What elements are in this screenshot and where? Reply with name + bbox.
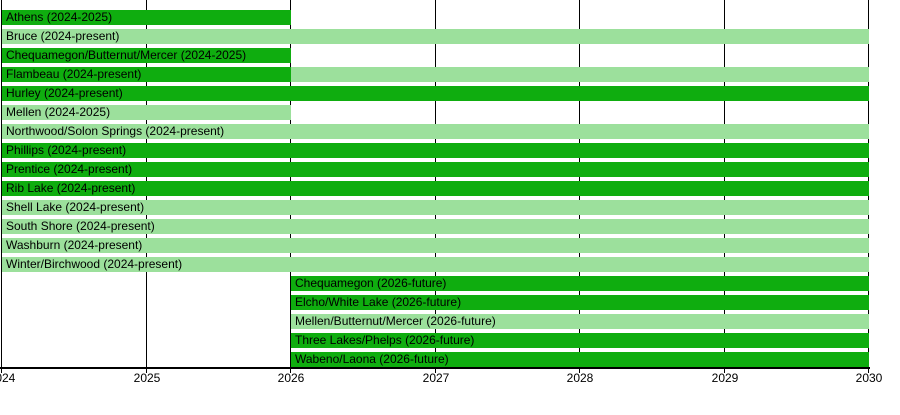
bar-label: Washburn (2024-present) [6,238,143,252]
bar-label: Flambeau (2024-present) [6,67,142,81]
bar-label: Wabeno/Laona (2026-future) [295,352,449,366]
timeline-bar-segment: Bruce (2024-present) [2,29,869,44]
timeline-bar-segment: Elcho/White Lake (2026-future) [291,295,869,310]
timeline-bar-segment: Three Lakes/Phelps (2026-future) [291,333,869,348]
timeline-bar-segment: Mellen/Butternut/Mercer (2026-future) [291,314,869,329]
timeline-bar-segment [291,67,869,82]
axis-tick-label: 2029 [711,371,739,385]
axis-tick-label: 2030 [855,371,883,385]
timeline-bar-segment: Mellen (2024-2025) [2,105,291,120]
timeline-bar-segment: Athens (2024-2025) [2,10,291,25]
axis-tick-2026 [290,367,291,373]
axis-tick-label: 2028 [566,371,594,385]
bar-label: South Shore (2024-present) [6,219,155,233]
timeline-bar-segment: Washburn (2024-present) [2,238,869,253]
timeline-bar-segment: Chequamegon (2026-future) [291,276,869,291]
axis-tick-label: 2025 [133,371,161,385]
bar-label: Chequamegon (2026-future) [295,276,447,290]
bar-label: Shell Lake (2024-present) [6,200,145,214]
bar-label: Mellen/Butternut/Mercer (2026-future) [295,314,496,328]
bar-label: Prentice (2024-present) [6,162,133,176]
timeline-bar-segment: South Shore (2024-present) [2,219,869,234]
timeline-bar-segment: Wabeno/Laona (2026-future) [291,352,869,367]
timeline-bar-segment: Prentice (2024-present) [2,162,869,177]
year-gridline-2024 [1,0,2,368]
timeline-bar-segment: Phillips (2024-present) [2,143,869,158]
bar-label: Mellen (2024-2025) [6,105,111,119]
timeline-bar-segment: Chequamegon/Butternut/Mercer (2024-2025) [2,48,291,63]
bar-label: Chequamegon/Butternut/Mercer (2024-2025) [6,48,247,62]
axis-tick-2029 [724,367,725,373]
bar-label: Phillips (2024-present) [6,143,127,157]
timeline-bar-segment: Rib Lake (2024-present) [2,181,869,196]
bar-label: Elcho/White Lake (2026-future) [295,295,462,309]
axis-tick-label: 2027 [422,371,450,385]
bar-label: Bruce (2024-present) [6,29,120,43]
axis-tick-2030 [868,367,869,373]
bar-label: Winter/Birchwood (2024-present) [6,257,183,271]
axis-tick-2027 [435,367,436,373]
axis-tick-2028 [579,367,580,373]
bar-label: Athens (2024-2025) [6,10,113,24]
axis-tick-2025 [146,367,147,373]
timeline-bar-segment: Shell Lake (2024-present) [2,200,869,215]
bar-label: Rib Lake (2024-present) [6,181,136,195]
bar-label: Hurley (2024-present) [6,86,123,100]
bar-label: Northwood/Solon Springs (2024-present) [6,124,225,138]
axis-tick-2024 [1,367,2,373]
bar-label: Three Lakes/Phelps (2026-future) [295,333,475,347]
axis-tick-label: 2026 [277,371,305,385]
timeline-bar-segment: Northwood/Solon Springs (2024-present) [2,124,869,139]
timeline-bar-segment: Flambeau (2024-present) [2,67,291,82]
axis-tick-label: 2024 [0,371,16,385]
timeline-bar-segment: Hurley (2024-present) [2,86,869,101]
timeline-bar-segment: Winter/Birchwood (2024-present) [2,257,869,272]
